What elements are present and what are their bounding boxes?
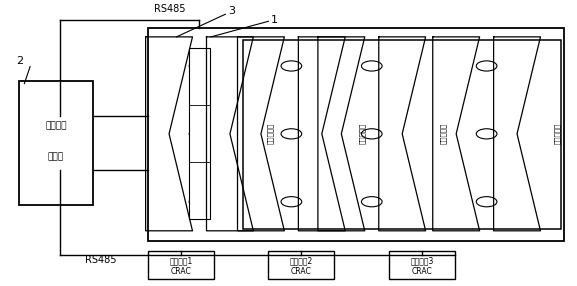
- Text: RS485: RS485: [153, 4, 185, 14]
- FancyBboxPatch shape: [268, 251, 335, 279]
- FancyBboxPatch shape: [189, 48, 211, 219]
- Text: 精密空调2: 精密空调2: [290, 256, 313, 265]
- Text: CRAC: CRAC: [291, 267, 312, 276]
- Text: 精密空调1: 精密空调1: [169, 256, 193, 265]
- Text: 2: 2: [16, 56, 23, 66]
- FancyBboxPatch shape: [389, 251, 455, 279]
- Text: CRAC: CRAC: [170, 267, 191, 276]
- Text: 1: 1: [271, 15, 278, 25]
- Text: RS485: RS485: [85, 255, 116, 265]
- Text: 温湿传感器: 温湿传感器: [359, 123, 366, 144]
- FancyBboxPatch shape: [18, 81, 93, 205]
- Text: 温湿传感器: 温湿传感器: [440, 123, 446, 144]
- Text: 温湿传感器: 温湿传感器: [554, 123, 561, 144]
- Text: CRAC: CRAC: [411, 267, 432, 276]
- Text: 3: 3: [228, 6, 235, 16]
- FancyBboxPatch shape: [148, 251, 214, 279]
- Text: 静压智能: 静压智能: [45, 122, 67, 130]
- Text: 精密空调3: 精密空调3: [410, 256, 434, 265]
- FancyBboxPatch shape: [148, 28, 564, 241]
- Text: 控制筱: 控制筱: [48, 153, 64, 162]
- Text: 温湿传感器: 温湿传感器: [267, 123, 274, 144]
- FancyBboxPatch shape: [242, 40, 561, 229]
